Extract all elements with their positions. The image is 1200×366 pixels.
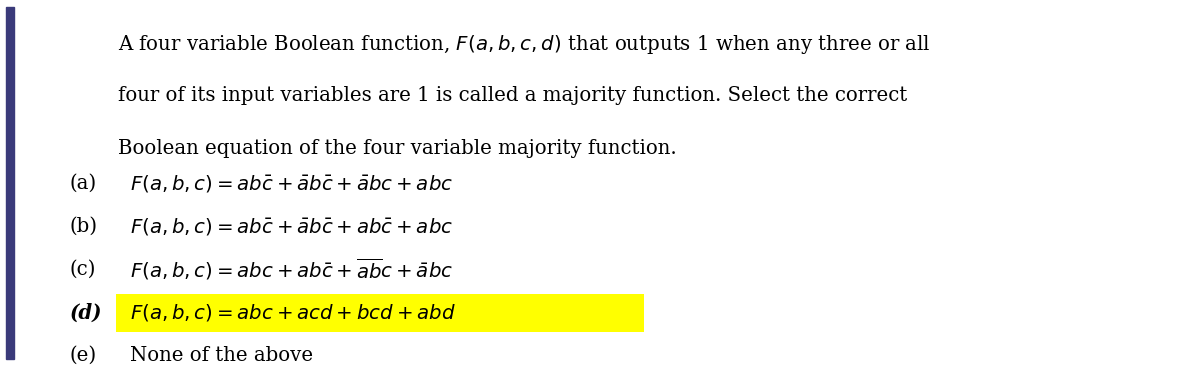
Text: (e): (e) <box>70 346 97 365</box>
Text: None of the above: None of the above <box>130 346 313 365</box>
Text: Boolean equation of the four variable majority function.: Boolean equation of the four variable ma… <box>118 139 677 158</box>
Text: four of its input variables are 1 is called a majority function. Select the corr: four of its input variables are 1 is cal… <box>118 86 907 105</box>
Text: $F(a,b,c) = abc + acd + bcd + abd$: $F(a,b,c) = abc + acd + bcd + abd$ <box>130 302 455 323</box>
FancyBboxPatch shape <box>116 294 644 332</box>
Text: $F(a,b,c) = ab\bar{c} + \bar{a}b\bar{c} + \bar{a}bc + abc$: $F(a,b,c) = ab\bar{c} + \bar{a}b\bar{c} … <box>130 172 452 194</box>
Text: (b): (b) <box>70 217 97 236</box>
Text: $F(a,b,c) = abc + ab\bar{c} + \overline{ab}c + \bar{a}bc$: $F(a,b,c) = abc + ab\bar{c} + \overline{… <box>130 257 452 282</box>
Text: A four variable Boolean function, $\mathit{F(a, b, c, d)}$ that outputs 1 when a: A four variable Boolean function, $\math… <box>118 33 930 56</box>
Bar <box>6 7 14 359</box>
Text: $F(a,b,c) = ab\bar{c} + \bar{a}b\bar{c} + ab\bar{c} + abc$: $F(a,b,c) = ab\bar{c} + \bar{a}b\bar{c} … <box>130 216 452 237</box>
Text: (a): (a) <box>70 173 97 193</box>
Text: (d): (d) <box>70 303 102 322</box>
Text: (c): (c) <box>70 260 96 279</box>
